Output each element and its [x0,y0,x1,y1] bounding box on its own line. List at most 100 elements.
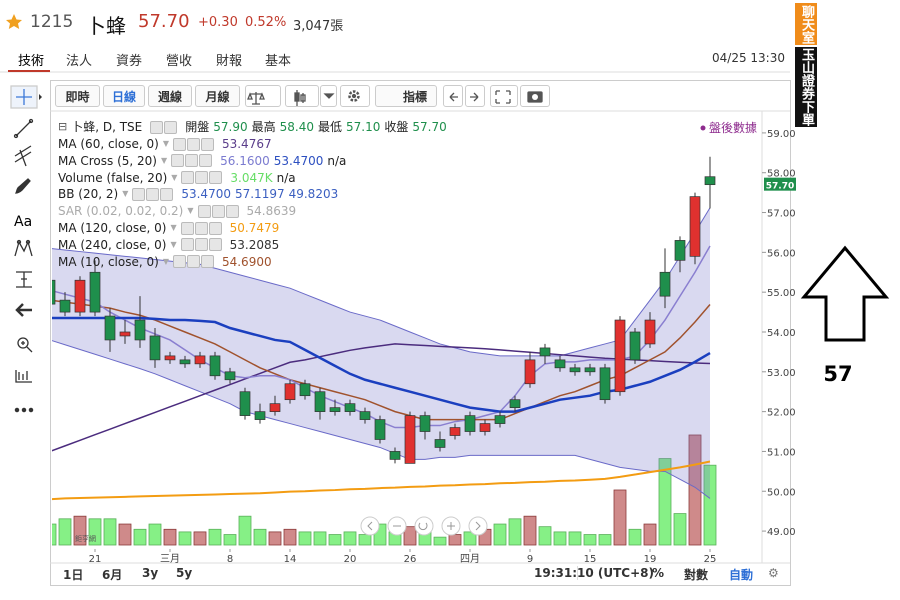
legend-icon[interactable] [160,187,174,201]
settings-icon[interactable]: ⚙ [768,566,779,580]
legend-icon[interactable] [209,171,223,185]
y-tick-label: 49.00 [767,527,796,538]
legend-icon[interactable] [132,187,146,201]
legend-caret: ▼ [122,189,129,199]
legend-icon[interactable] [194,238,208,252]
volume-bar [463,531,477,546]
legend-row: ⊟ 卜蜂, D, TSE 開盤 57.90 最高 58.40 最低 57.10 收盤 57.70 [58,119,447,135]
tab[interactable]: 資券 [116,54,143,69]
legend-icon[interactable] [164,120,178,134]
legend-icon[interactable] [208,238,222,252]
range-button[interactable]: 5y [176,566,193,580]
legend-row: MA (60, close, 0) ▼ 53.4767 [58,136,272,152]
legend-icon[interactable] [171,154,185,168]
legend-icon[interactable] [199,154,213,168]
legend-caret: ▼ [162,256,169,266]
tab[interactable]: 技術 [18,54,45,69]
legend-icons [180,238,222,252]
up-arrow [800,245,890,342]
indicator-line [52,460,711,501]
favorite-star[interactable] [6,14,22,29]
legend-caret: ▼ [162,139,169,148]
legend-icon[interactable] [185,154,199,168]
legend-icon[interactable] [180,221,194,235]
text-tool[interactable]: Aa [14,214,32,230]
toolbar-icon-button[interactable] [490,85,518,107]
y-tick-label: 52.00 [767,408,796,419]
y-tick-label: 55.00 [767,288,796,299]
legend-label: MA (10, close, 0) [58,254,159,269]
toolbar-icon-button[interactable] [320,85,337,107]
volume-bar [658,458,672,546]
volume-bar [358,534,372,546]
x-tick-label: 26 [404,554,417,565]
toolbar-button[interactable]: 指標 [375,85,437,107]
volume-bar [52,523,57,546]
volume-bar [538,526,552,546]
toolbar-icon-button[interactable] [443,85,463,107]
candle-body [104,315,116,341]
toolbar-icon-button[interactable] [340,85,370,107]
toolbar-button[interactable]: 月線 [195,85,240,107]
candle-body [479,423,491,432]
legend-icon[interactable] [146,187,160,201]
legend-icon[interactable] [186,255,200,269]
after-hours-dot [700,125,706,131]
legend-icon[interactable] [150,120,164,134]
legend-icon[interactable] [194,221,208,235]
legend-value: 53.2085 [229,237,280,252]
candle-body [74,279,86,313]
legend-icon[interactable] [211,204,225,218]
legend-label: BB (20, 2) [58,187,119,202]
scale-button[interactable]: % [652,566,665,580]
legend-icon[interactable] [180,238,194,252]
toolbar-button[interactable]: 日線 [103,85,145,107]
legend-caret: ▼ [170,223,177,232]
candle-body [689,196,701,257]
legend-icon[interactable] [172,137,186,151]
legend-icon[interactable] [208,221,222,235]
scale-button[interactable]: 對數 [684,568,709,582]
legend-icon[interactable] [172,255,186,269]
y-tick-label: 50.00 [767,487,796,498]
legend-icon[interactable] [225,204,239,218]
toolbar-button[interactable]: 即時 [55,85,100,107]
range-button[interactable]: 1日 [63,568,84,582]
legend-icon[interactable] [181,171,195,185]
tab[interactable]: 營收 [166,54,193,69]
volume-bar [433,536,447,546]
tab[interactable]: 財報 [216,54,243,69]
toolbar-button[interactable]: 週線 [148,85,192,107]
candle-body [269,403,281,412]
volume-bar [493,523,507,546]
chat-room[interactable]: 聊天室 [795,3,817,45]
volume-bar [298,531,312,546]
x-tick-label: 8 [227,554,233,565]
tab[interactable]: 法人 [66,54,93,69]
x-tick-label: 15 [584,554,597,565]
legend-caret: ▼ [170,239,177,249]
left-tools[interactable] [10,85,42,413]
range-button[interactable]: 6月 [102,568,123,582]
legend-icon[interactable] [200,137,214,151]
toolbar-icon-button[interactable] [245,85,281,107]
volume-bar [253,528,267,546]
volume-bar [688,434,702,546]
legend-icon[interactable] [186,137,200,151]
zoom-controls[interactable] [360,516,488,536]
range-button[interactable]: 3y [142,566,159,580]
order-button[interactable]: 玉山證券下單 [795,47,817,127]
toolbar-icon-button[interactable] [465,85,485,107]
candle-body [389,451,401,460]
legend-icons [172,137,214,151]
candle-body [524,359,536,385]
legend-icon[interactable] [195,171,209,185]
legend-icon[interactable] [200,255,214,269]
scale-button[interactable]: 自動 [729,568,754,582]
legend-icon[interactable] [197,204,211,218]
toolbar-icon-button[interactable] [520,85,550,107]
candle-body [659,271,671,297]
tab[interactable]: 基本 [265,54,292,69]
toolbar-icon-button[interactable] [285,85,319,107]
